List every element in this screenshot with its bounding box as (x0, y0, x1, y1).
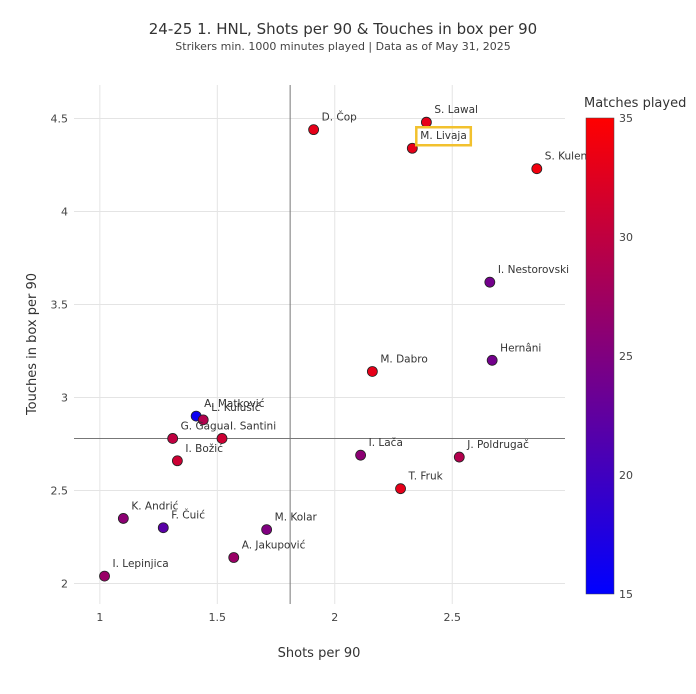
colorbar-tick-label: 20 (619, 469, 633, 482)
highlight-box (415, 125, 473, 147)
point-label: Hernâni (500, 342, 541, 354)
x-tick-label: 2 (331, 611, 338, 624)
point-label: S. Lawal (434, 104, 478, 116)
y-tick-label: 2 (61, 578, 68, 591)
data-point (167, 433, 179, 444)
data-point (261, 524, 273, 535)
data-point (395, 483, 406, 495)
point-label: D. Čop (322, 111, 358, 124)
colorbar-tick-label: 35 (619, 112, 633, 125)
point-label: A. Matković (204, 398, 265, 410)
point-label: T. Fruk (408, 471, 444, 483)
data-point (420, 116, 432, 128)
data-point (228, 552, 240, 563)
point-label: K. Andrić (131, 500, 178, 512)
data-point (366, 366, 378, 377)
point-label: M. Kolar (275, 512, 318, 524)
plot-area (74, 85, 565, 604)
point-label: I. Lepinjica (113, 558, 169, 570)
y-tick-label: 4 (61, 205, 68, 218)
data-point (99, 570, 110, 582)
data-point (117, 513, 129, 524)
colorbar-tick-label: 15 (619, 588, 633, 601)
data-point (157, 522, 169, 534)
data-point (355, 449, 367, 461)
point-label: I. Lača (369, 437, 403, 449)
x-tick-label: 1 (96, 611, 103, 624)
reference-lines (74, 85, 565, 604)
point-label: I. Santini (230, 420, 276, 432)
y-tick-label: 4.5 (51, 112, 69, 125)
y-tick-label: 3 (61, 392, 68, 405)
point-label: I. Nestorovski (498, 264, 569, 276)
chart-title: 24-25 1. HNL, Shots per 90 & Touches in … (149, 20, 537, 38)
data-point (531, 163, 543, 175)
x-axis-ticks: 1 1.5 2 2.5 (96, 611, 461, 624)
y-tick-label: 3.5 (51, 299, 69, 312)
colorbar: Matches played 15 20 25 30 35 (584, 96, 686, 601)
colorbar-ticks: 15 20 25 30 35 (619, 112, 633, 601)
gridlines (74, 85, 565, 604)
point-label: G. Gagua (181, 420, 230, 432)
data-point (197, 414, 209, 426)
x-tick-label: 1.5 (209, 611, 227, 624)
point-label: I. Božić (185, 443, 223, 455)
point-label: M. Dabro (380, 353, 427, 365)
x-tick-label: 2.5 (443, 611, 461, 624)
point-label: L. Kulušić (211, 402, 261, 414)
data-point (308, 124, 320, 136)
point-label: J. Poldrugač (466, 439, 529, 451)
data-point (486, 354, 498, 366)
y-tick-label: 2.5 (51, 485, 69, 498)
point-label: F. Čuić (171, 509, 205, 522)
data-point (171, 455, 183, 467)
data-point (484, 276, 496, 288)
colorbar-gradient (585, 117, 615, 595)
data-point (406, 142, 418, 154)
y-axis-title: Touches in box per 90 (25, 273, 40, 416)
y-axis-ticks: 2 2.5 3 3.5 4 4.5 (51, 112, 69, 590)
colorbar-title: Matches played (584, 96, 686, 111)
x-axis-title: Shots per 90 (278, 646, 361, 661)
chart-subtitle: Strikers min. 1000 minutes played | Data… (175, 40, 510, 53)
data-point (453, 451, 465, 463)
colorbar-tick-label: 30 (619, 231, 633, 244)
colorbar-tick-label: 25 (619, 350, 633, 363)
point-label: A. Jakupović (242, 539, 306, 551)
data-point (216, 433, 228, 444)
data-points (99, 116, 543, 582)
point-label: M. Livaja (420, 130, 467, 142)
